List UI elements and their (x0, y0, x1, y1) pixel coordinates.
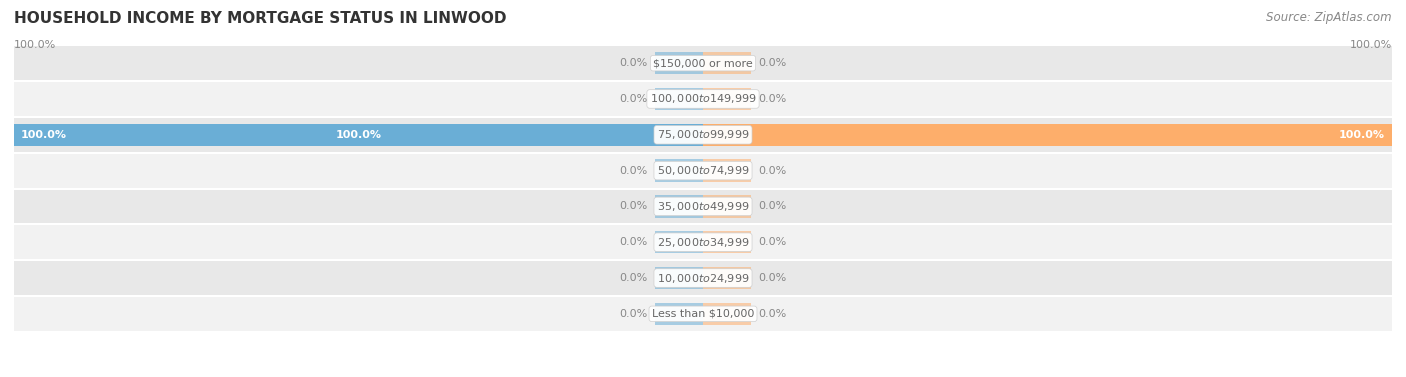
Bar (655, 267, 703, 289)
Bar (14, 224, 1392, 260)
Text: $100,000 to $149,999: $100,000 to $149,999 (650, 92, 756, 106)
Text: 100.0%: 100.0% (14, 40, 56, 50)
Text: $150,000 or more: $150,000 or more (654, 58, 752, 68)
Text: 0.0%: 0.0% (620, 58, 648, 68)
Bar (14, 81, 1392, 117)
Text: $25,000 to $34,999: $25,000 to $34,999 (657, 236, 749, 249)
Text: 0.0%: 0.0% (758, 94, 786, 104)
Bar (655, 52, 703, 74)
Text: 0.0%: 0.0% (620, 237, 648, 247)
Text: 0.0%: 0.0% (620, 201, 648, 211)
Text: 0.0%: 0.0% (758, 166, 786, 176)
Bar (14, 45, 1392, 81)
Bar (703, 231, 751, 253)
Text: $35,000 to $49,999: $35,000 to $49,999 (657, 200, 749, 213)
Text: 0.0%: 0.0% (620, 94, 648, 104)
Text: 0.0%: 0.0% (620, 273, 648, 283)
Text: 0.0%: 0.0% (758, 58, 786, 68)
Text: 0.0%: 0.0% (758, 237, 786, 247)
Text: 0.0%: 0.0% (758, 201, 786, 211)
Bar (703, 124, 1392, 146)
Bar (14, 124, 703, 146)
Bar (703, 159, 751, 182)
Text: 100.0%: 100.0% (21, 130, 67, 140)
Bar (703, 52, 751, 74)
Text: $75,000 to $99,999: $75,000 to $99,999 (657, 128, 749, 141)
Bar (655, 195, 703, 218)
Bar (14, 153, 1392, 188)
Bar (14, 117, 1392, 153)
Bar (703, 303, 751, 325)
Bar (655, 88, 703, 110)
Text: 100.0%: 100.0% (336, 130, 381, 140)
Bar (655, 303, 703, 325)
Text: HOUSEHOLD INCOME BY MORTGAGE STATUS IN LINWOOD: HOUSEHOLD INCOME BY MORTGAGE STATUS IN L… (14, 11, 506, 26)
Text: $10,000 to $24,999: $10,000 to $24,999 (657, 271, 749, 285)
Text: 100.0%: 100.0% (1339, 130, 1385, 140)
Bar (14, 188, 1392, 224)
Text: 0.0%: 0.0% (620, 309, 648, 319)
Bar (703, 195, 751, 218)
Text: $50,000 to $74,999: $50,000 to $74,999 (657, 164, 749, 177)
Bar (14, 296, 1392, 332)
Bar (14, 260, 1392, 296)
Text: Less than $10,000: Less than $10,000 (652, 309, 754, 319)
Bar (703, 88, 751, 110)
Bar (655, 231, 703, 253)
Text: 0.0%: 0.0% (758, 273, 786, 283)
Text: Source: ZipAtlas.com: Source: ZipAtlas.com (1267, 11, 1392, 24)
Bar (655, 159, 703, 182)
Text: 0.0%: 0.0% (758, 309, 786, 319)
Bar (703, 267, 751, 289)
Text: 0.0%: 0.0% (620, 166, 648, 176)
Text: 100.0%: 100.0% (1350, 40, 1392, 50)
